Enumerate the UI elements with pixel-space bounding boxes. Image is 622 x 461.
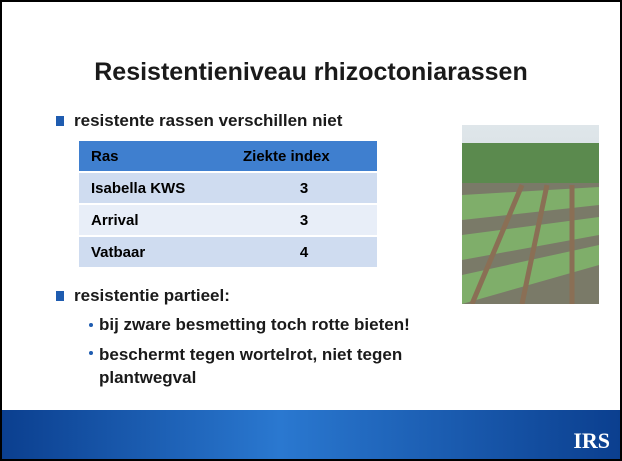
bullet: resistentie partieel: xyxy=(74,286,230,306)
header-cell: Ziekte index xyxy=(231,141,377,172)
logo: IRS xyxy=(573,428,610,454)
subbullet-marker xyxy=(89,323,93,327)
footer: IRS xyxy=(2,410,620,459)
cell: 3 xyxy=(231,204,377,236)
subbullet-marker xyxy=(89,351,93,355)
subbullet: bij zware besmetting toch rotte bieten! xyxy=(99,315,410,335)
slide: Resistentieniveau rhizoctoniarassen resi… xyxy=(0,0,622,461)
bullet: resistente rassen verschillen niet xyxy=(74,111,342,131)
photo xyxy=(462,125,599,304)
table: Ras Ziekte index Isabella KWS 3 Arrival … xyxy=(79,141,377,269)
header-cell: Ras xyxy=(79,141,231,172)
cell: Isabella KWS xyxy=(79,172,231,204)
cell: Vatbaar xyxy=(79,236,231,268)
cell: Arrival xyxy=(79,204,231,236)
cell: 3 xyxy=(231,172,377,204)
bullet-marker xyxy=(56,116,64,126)
cell: 4 xyxy=(231,236,377,268)
title: Resistentieniveau rhizoctoniarassen xyxy=(2,58,620,87)
subbullet: beschermt tegen wortelrot, niet tegen pl… xyxy=(99,343,429,389)
bullet-marker xyxy=(56,291,64,301)
